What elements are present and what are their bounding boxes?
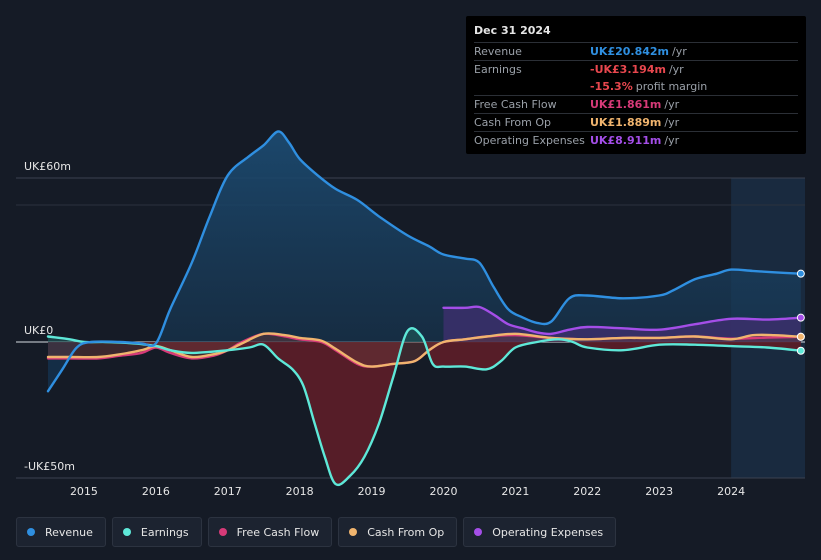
legend-label: Cash From Op — [367, 525, 445, 539]
data-tooltip: Dec 31 2024 Revenue UK£20.842m/yr Earnings… — [466, 16, 806, 154]
chart-legend: Revenue Earnings Free Cash Flow Cash From O… — [16, 517, 617, 547]
legend-dot-icon — [27, 528, 35, 536]
legend-dot-icon — [474, 528, 483, 536]
x-tick-label: 2021 — [501, 485, 529, 498]
legend-label: Free Cash Flow — [236, 525, 320, 539]
x-tick-label: 2015 — [70, 485, 98, 498]
legend-dot-icon — [349, 528, 358, 536]
tooltip-row-unit: /yr — [672, 45, 687, 58]
x-tick-label: 2024 — [717, 485, 745, 498]
cash-from-op-endpoint — [796, 332, 805, 341]
tooltip-row-value: UK£8.911m — [590, 134, 662, 147]
tooltip-row-unit: profit margin — [635, 80, 708, 93]
x-tick-label: 2017 — [214, 485, 242, 498]
tooltip-row: Operating Expenses UK£8.911m/yr — [474, 131, 798, 149]
operating-expenses-area — [443, 306, 801, 342]
tooltip-row-unit: /yr — [664, 98, 680, 111]
tooltip-row: Cash From Op UK£1.889m/yr — [474, 113, 798, 131]
earnings-endpoint — [796, 346, 805, 355]
tooltip-row-label: Free Cash Flow — [474, 98, 557, 111]
tooltip-row-label — [474, 78, 590, 95]
tooltip-row-value: UK£20.842m — [590, 45, 670, 58]
x-tick-label: 2023 — [645, 485, 673, 498]
tooltip-row-value: UK£1.861m — [590, 98, 662, 111]
x-tick-label: 2020 — [429, 485, 457, 498]
revenue-area — [48, 131, 801, 342]
operating-expenses-endpoint — [796, 313, 805, 322]
tooltip-row-label: Earnings — [474, 63, 522, 76]
y-label-bottom: -UK£50m — [24, 460, 75, 473]
series-lines — [46, 130, 802, 487]
x-tick-label: 2022 — [573, 485, 601, 498]
tooltip-row-value: -15.3% — [590, 80, 633, 93]
tooltip-row: Earnings -UK£3.194m/yr — [474, 60, 798, 78]
tooltip-row: Revenue UK£20.842m/yr — [474, 42, 798, 60]
legend-dot-icon — [122, 528, 131, 536]
legend-item-cash-from-op[interactable]: Cash From Op — [338, 517, 458, 547]
x-tick-label: 2016 — [142, 485, 170, 498]
legend-item-free-cash-flow[interactable]: Free Cash Flow — [207, 517, 333, 547]
tooltip-row-label: Operating Expenses — [474, 134, 585, 147]
legend-label: Revenue — [45, 525, 93, 539]
legend-label: Operating Expenses — [492, 525, 604, 539]
tooltip-row-unit: /yr — [668, 63, 684, 76]
tooltip-date: Dec 31 2024 — [474, 24, 551, 37]
tooltip-row-value: -UK£3.194m — [590, 63, 666, 76]
series-endpoints — [796, 269, 805, 355]
earnings-line — [46, 327, 802, 487]
tooltip-row: -15.3% profit margin — [474, 78, 798, 95]
operating-expenses-line — [442, 305, 802, 336]
legend-item-operating-expenses[interactable]: Operating Expenses — [463, 517, 617, 547]
x-tick-label: 2018 — [286, 485, 314, 498]
cash-from-op-area — [48, 333, 801, 367]
legend-item-revenue[interactable]: Revenue — [16, 517, 106, 547]
x-axis-ticks: 2015 2016 2017 2018 2019 2020 2021 2022 2023 2024 — [70, 485, 745, 498]
tooltip-row-value: UK£1.889m — [590, 116, 662, 129]
x-tick-label: 2019 — [358, 485, 386, 498]
tooltip-row: Free Cash Flow UK£1.861m/yr — [474, 95, 798, 113]
legend-item-earnings[interactable]: Earnings — [111, 517, 202, 547]
tooltip-row-unit: /yr — [664, 116, 680, 129]
revenue-endpoint — [796, 269, 805, 278]
area-fills — [48, 131, 801, 485]
y-label-zero: UK£0 — [24, 324, 53, 337]
tooltip-row-label: Cash From Op — [474, 116, 552, 129]
revenue-line — [46, 130, 802, 393]
y-label-top: UK£60m — [24, 160, 71, 173]
tooltip-row-label: Revenue — [474, 45, 522, 58]
axis-labels: UK£60m UK£0 -UK£50m — [24, 160, 75, 473]
tooltip-row-unit: /yr — [664, 134, 680, 147]
legend-dot-icon — [218, 528, 227, 536]
legend-label: Earnings — [140, 525, 189, 539]
